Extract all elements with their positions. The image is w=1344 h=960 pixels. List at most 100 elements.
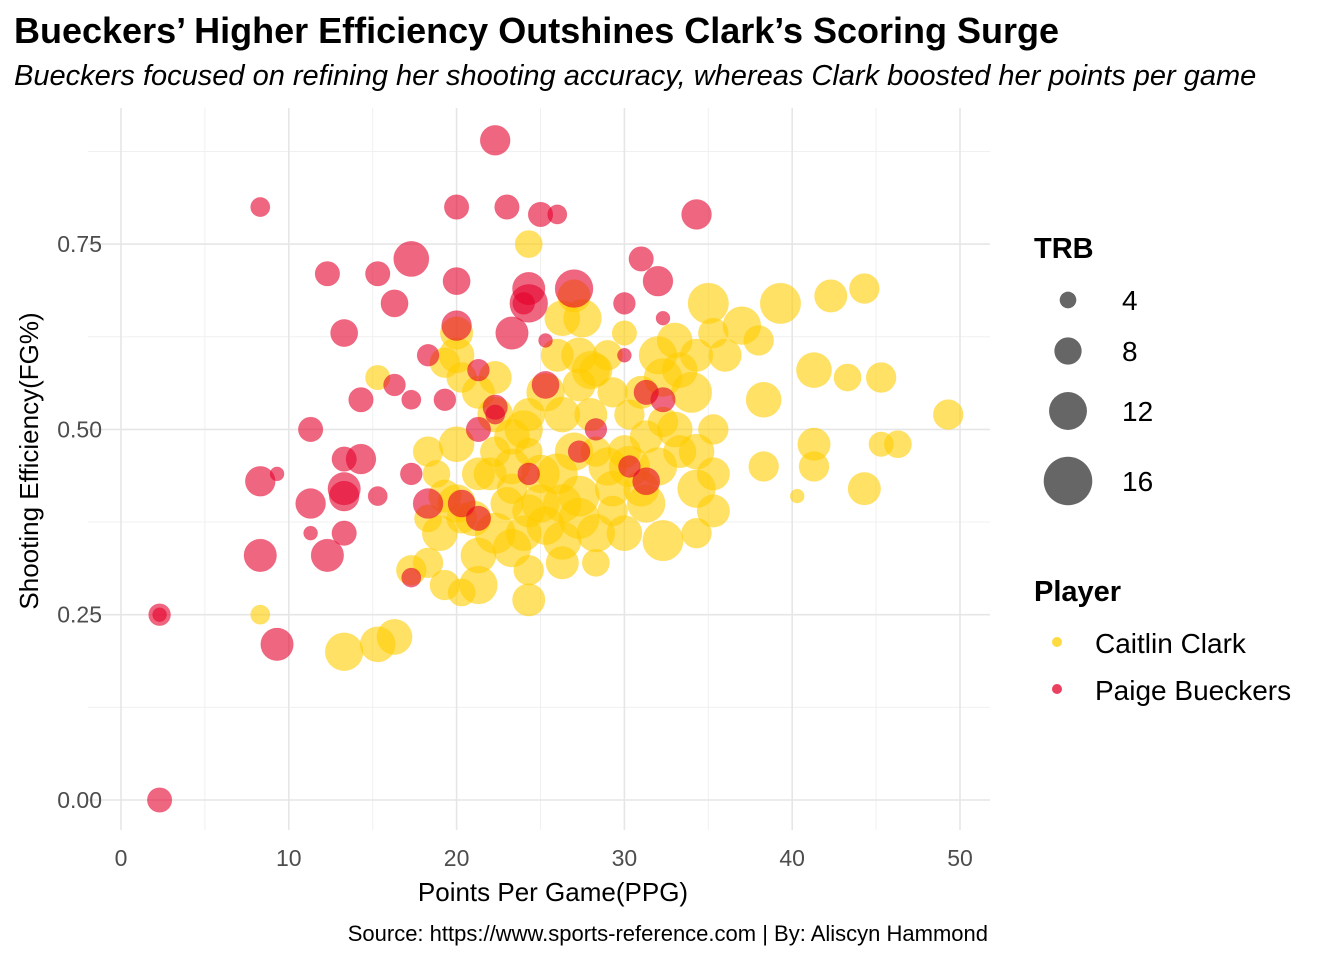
point-caitlin-clark <box>614 399 645 430</box>
point-caitlin-clark <box>461 457 496 491</box>
point-caitlin-clark <box>561 337 598 374</box>
point-paige-bueckers <box>547 204 568 225</box>
point-paige-bueckers <box>412 488 444 519</box>
point-caitlin-clark <box>663 435 697 469</box>
point-paige-bueckers <box>380 289 409 318</box>
point-caitlin-clark <box>460 537 497 574</box>
axis-ticks: 0 10 20 30 40 50 0.00 0.25 0.50 0.75 <box>57 231 973 871</box>
legend-key-caitlin-clark <box>1052 637 1062 647</box>
x-tick-label: 50 <box>947 845 973 871</box>
x-tick-label: 20 <box>444 845 470 871</box>
point-paige-bueckers <box>303 525 318 541</box>
point-caitlin-clark <box>512 583 546 617</box>
y-axis-title: Shooting Efficiency(FG%) <box>14 312 44 609</box>
point-caitlin-clark <box>847 472 881 506</box>
point-caitlin-clark <box>798 451 830 482</box>
point-caitlin-clark <box>883 430 912 459</box>
point-paige-bueckers <box>467 358 490 382</box>
point-paige-bueckers <box>260 627 294 661</box>
point-caitlin-clark <box>743 325 774 356</box>
point-paige-bueckers <box>618 455 641 478</box>
point-paige-bueckers <box>681 199 712 230</box>
size-legend-label: 4 <box>1122 285 1138 316</box>
size-legend-key <box>1059 291 1077 309</box>
point-paige-bueckers <box>298 416 324 443</box>
legend-label-caitlin-clark: Caitlin Clark <box>1095 628 1247 659</box>
series-caitlin-clark <box>250 230 964 672</box>
point-paige-bueckers <box>243 538 277 573</box>
point-caitlin-clark <box>814 279 848 313</box>
point-paige-bueckers <box>331 446 357 472</box>
point-caitlin-clark <box>833 363 862 392</box>
x-tick-label: 10 <box>276 845 302 871</box>
y-tick-label: 0.75 <box>57 231 102 257</box>
point-caitlin-clark <box>642 519 684 562</box>
x-tick-label: 0 <box>115 845 128 871</box>
point-caitlin-clark <box>597 377 628 408</box>
size-legend-label: 12 <box>1122 396 1153 427</box>
point-paige-bueckers <box>617 347 632 363</box>
point-paige-bueckers <box>479 125 511 156</box>
point-paige-bueckers <box>328 480 360 512</box>
chart-subtitle: Bueckers focused on refining her shootin… <box>14 60 1257 92</box>
point-paige-bueckers <box>447 489 476 518</box>
point-caitlin-clark <box>597 495 628 527</box>
point-paige-bueckers <box>295 488 326 519</box>
point-paige-bueckers <box>632 467 661 496</box>
point-paige-bueckers <box>655 310 671 326</box>
point-caitlin-clark <box>545 546 579 580</box>
point-paige-bueckers <box>613 292 636 315</box>
point-caitlin-clark <box>324 632 364 672</box>
point-caitlin-clark <box>496 473 528 504</box>
point-paige-bueckers <box>538 333 553 348</box>
point-paige-bueckers <box>441 310 472 341</box>
x-axis-title: Points Per Game(PPG) <box>418 877 688 907</box>
point-caitlin-clark <box>745 381 782 418</box>
point-paige-bueckers <box>494 194 520 220</box>
point-caitlin-clark <box>677 469 716 508</box>
size-legend-label: 8 <box>1122 336 1138 367</box>
point-paige-bueckers <box>152 607 167 622</box>
point-paige-bueckers <box>348 387 374 413</box>
point-paige-bueckers <box>465 505 492 531</box>
size-legend-key <box>1049 392 1087 430</box>
point-caitlin-clark <box>438 426 475 463</box>
point-paige-bueckers <box>269 466 285 482</box>
point-caitlin-clark <box>679 338 714 372</box>
y-tick-label: 0.50 <box>57 416 102 442</box>
point-paige-bueckers <box>465 416 492 443</box>
y-tick-label: 0.00 <box>57 787 102 813</box>
point-paige-bueckers <box>416 343 440 367</box>
point-paige-bueckers <box>331 520 357 546</box>
point-caitlin-clark <box>581 548 610 577</box>
point-caitlin-clark <box>514 230 543 259</box>
x-tick-label: 40 <box>779 845 805 871</box>
size-legend-title: TRB <box>1034 233 1094 265</box>
point-caitlin-clark <box>479 436 511 467</box>
size-legend-key <box>1054 337 1082 365</box>
point-paige-bueckers <box>443 194 470 220</box>
y-tick-label: 0.25 <box>57 602 102 628</box>
point-paige-bueckers <box>393 240 430 277</box>
point-paige-bueckers <box>433 388 457 412</box>
point-caitlin-clark <box>687 282 729 324</box>
color-legend-title: Player <box>1034 576 1121 608</box>
point-paige-bueckers <box>245 466 276 497</box>
chart-caption: Source: https://www.sports-reference.com… <box>348 921 988 946</box>
point-caitlin-clark <box>359 626 396 663</box>
point-caitlin-clark <box>429 569 461 601</box>
size-legend-key <box>1043 456 1093 506</box>
point-paige-bueckers <box>442 267 471 296</box>
point-paige-bueckers <box>310 538 344 573</box>
size-legend-label: 16 <box>1122 466 1153 497</box>
point-paige-bueckers <box>330 319 359 347</box>
chart-title: Bueckers’ Higher Efficiency Outshines Cl… <box>14 10 1060 51</box>
point-paige-bueckers <box>314 261 341 287</box>
series-paige-bueckers <box>146 125 712 813</box>
point-paige-bueckers <box>367 486 388 507</box>
point-caitlin-clark <box>422 459 451 488</box>
point-paige-bueckers <box>567 440 591 463</box>
size-legend: 4 8 12 16 <box>1043 285 1153 506</box>
point-paige-bueckers <box>250 197 271 217</box>
